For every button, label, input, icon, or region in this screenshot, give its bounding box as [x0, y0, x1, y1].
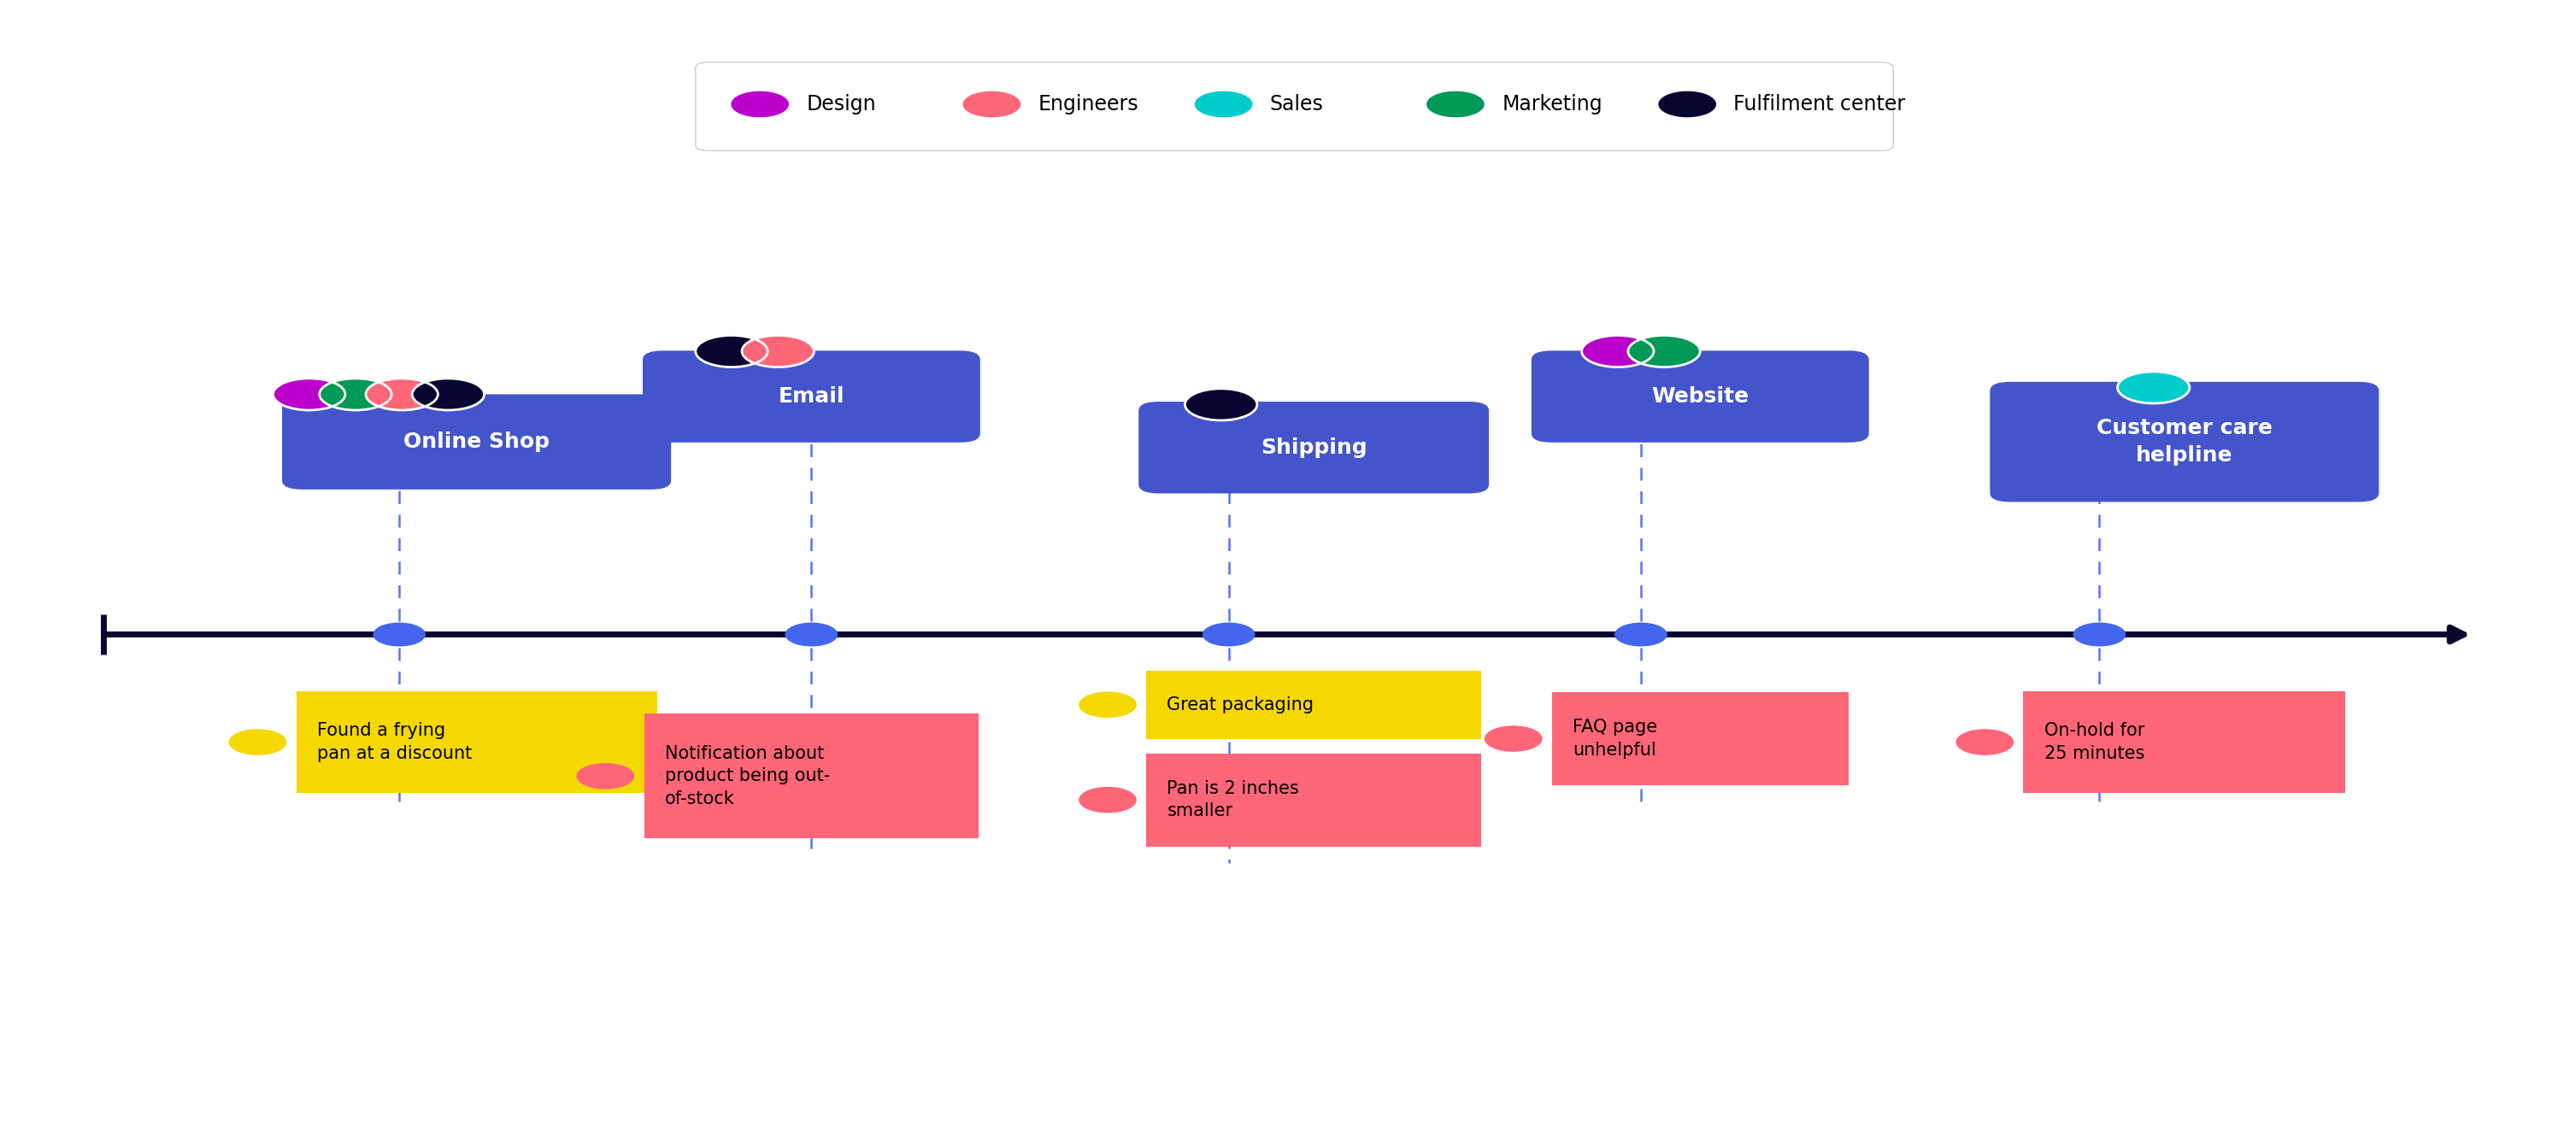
Circle shape [1079, 787, 1136, 812]
Text: Customer care
helpline: Customer care helpline [2097, 418, 2272, 466]
FancyBboxPatch shape [1146, 671, 1481, 739]
FancyBboxPatch shape [1139, 402, 1489, 494]
Circle shape [786, 623, 837, 646]
Text: Email: Email [778, 386, 845, 407]
Circle shape [577, 764, 634, 789]
Text: Marketing: Marketing [1502, 94, 1602, 114]
Text: FAQ page
unhelpful: FAQ page unhelpful [1571, 719, 1656, 758]
Text: Design: Design [806, 94, 876, 114]
FancyBboxPatch shape [281, 394, 670, 489]
FancyBboxPatch shape [2025, 691, 2344, 793]
Circle shape [696, 335, 768, 367]
Text: On-hold for
25 minutes: On-hold for 25 minutes [2045, 723, 2143, 761]
Text: Sales: Sales [1270, 94, 1324, 114]
Circle shape [1195, 92, 1252, 117]
Circle shape [1958, 730, 2014, 755]
Circle shape [1185, 389, 1257, 420]
Text: Pan is 2 inches
smaller: Pan is 2 inches smaller [1167, 781, 1298, 819]
Circle shape [1615, 623, 1667, 646]
FancyBboxPatch shape [1530, 351, 1870, 443]
FancyBboxPatch shape [696, 62, 1893, 151]
FancyBboxPatch shape [1989, 382, 2380, 502]
Circle shape [273, 378, 345, 410]
FancyBboxPatch shape [644, 351, 979, 443]
Circle shape [1079, 692, 1136, 717]
Circle shape [742, 335, 814, 367]
Circle shape [1659, 92, 1716, 117]
Circle shape [1582, 335, 1654, 367]
Text: Fulfilment center: Fulfilment center [1734, 94, 1906, 114]
Circle shape [412, 378, 484, 410]
Circle shape [374, 623, 425, 646]
Text: Shipping: Shipping [1260, 437, 1368, 458]
Circle shape [319, 378, 392, 410]
Circle shape [366, 378, 438, 410]
Circle shape [1427, 92, 1484, 117]
Circle shape [1484, 726, 1540, 751]
Text: Website: Website [1651, 386, 1749, 407]
Circle shape [2117, 372, 2190, 403]
Text: Engineers: Engineers [1038, 94, 1139, 114]
Text: Online Shop: Online Shop [404, 432, 549, 452]
Circle shape [732, 92, 788, 117]
FancyBboxPatch shape [644, 714, 979, 838]
FancyBboxPatch shape [296, 691, 657, 793]
Circle shape [229, 730, 286, 755]
Circle shape [1628, 335, 1700, 367]
Text: Notification about
product being out-
of-stock: Notification about product being out- of… [665, 746, 829, 807]
Circle shape [2074, 623, 2125, 646]
FancyBboxPatch shape [1551, 692, 1850, 785]
Circle shape [963, 92, 1020, 117]
Text: Found a frying
pan at a discount: Found a frying pan at a discount [317, 723, 471, 761]
Circle shape [1203, 623, 1255, 646]
FancyBboxPatch shape [1146, 753, 1481, 846]
Text: Great packaging: Great packaging [1167, 696, 1314, 714]
